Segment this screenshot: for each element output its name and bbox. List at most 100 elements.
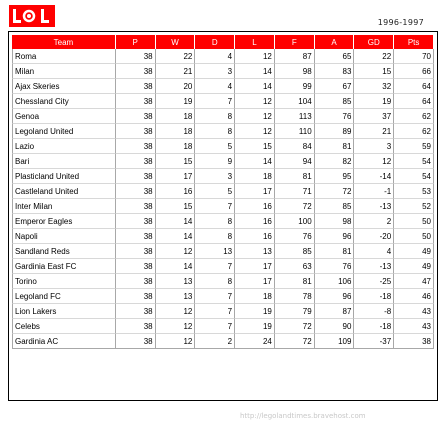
table-row: Emperor Eagles 38 14 8 16 100 98 2 50: [12, 214, 434, 229]
table-row: Roma 38 22 4 12 87 65 22 70: [12, 49, 434, 64]
stat-cell-d: 5: [195, 184, 236, 199]
stat-cell-gd: -14: [354, 169, 395, 184]
stat-cell-f: 100: [274, 214, 315, 229]
stat-cell-l: 12: [235, 94, 275, 109]
page-header: 1996-1997: [0, 0, 448, 40]
stat-cell-w: 12: [155, 319, 196, 334]
table-row: Celebs 38 12 7 19 72 90 -18 43: [12, 319, 434, 334]
stat-cell-l: 12: [235, 49, 275, 64]
team-name: Plasticland United: [12, 169, 116, 184]
stat-cell-gd: 32: [354, 79, 395, 94]
table-row: Torino 38 13 8 17 81 106 -25 47: [12, 274, 434, 289]
table-row: Ajax Skeries 38 20 4 14 99 67 32 64: [12, 79, 434, 94]
stat-cell-gd: -18: [354, 319, 395, 334]
stat-cell-gd: -25: [354, 274, 395, 289]
team-name: Napoli: [12, 229, 116, 244]
stat-cell-pts: 66: [394, 64, 434, 79]
stat-cell-p: 38: [115, 244, 156, 259]
stat-cell-l: 12: [235, 109, 275, 124]
table-row: Castleland United 38 16 5 17 71 72 -1 53: [12, 184, 434, 199]
stat-cell-d: 9: [195, 154, 236, 169]
stat-cell-pts: 46: [394, 289, 434, 304]
stat-cell-f: 72: [274, 334, 315, 349]
column-header-l: L: [235, 35, 275, 49]
stat-cell-w: 21: [155, 64, 196, 79]
stat-cell-a: 85: [314, 199, 355, 214]
stat-cell-l: 24: [235, 334, 275, 349]
stat-cell-w: 13: [155, 274, 196, 289]
stat-cell-a: 89: [314, 124, 355, 139]
stat-cell-l: 17: [235, 259, 275, 274]
stat-cell-d: 3: [195, 64, 236, 79]
column-header-f: F: [274, 35, 315, 49]
team-name: Ajax Skeries: [12, 79, 116, 94]
stat-cell-a: 85: [314, 94, 355, 109]
stat-cell-f: 72: [274, 199, 315, 214]
table-row: Sandland Reds 38 12 13 13 85 81 4 49: [12, 244, 434, 259]
season-label: 1996-1997: [377, 18, 424, 27]
stat-cell-pts: 50: [394, 214, 434, 229]
stat-cell-f: 110: [274, 124, 315, 139]
stat-cell-w: 16: [155, 184, 196, 199]
team-name: Legoland United: [12, 124, 116, 139]
team-name: Castleland United: [12, 184, 116, 199]
team-name: Gardinia East FC: [12, 259, 116, 274]
stat-cell-f: 94: [274, 154, 315, 169]
stat-cell-l: 18: [235, 169, 275, 184]
stat-cell-p: 38: [115, 229, 156, 244]
stat-cell-p: 38: [115, 94, 156, 109]
stat-cell-a: 72: [314, 184, 355, 199]
stat-cell-gd: 3: [354, 139, 395, 154]
stat-cell-p: 38: [115, 139, 156, 154]
stat-cell-d: 2: [195, 334, 236, 349]
table-row: Legoland FC 38 13 7 18 78 96 -18 46: [12, 289, 434, 304]
column-header-pts: Pts: [394, 35, 434, 49]
stat-cell-l: 13: [235, 244, 275, 259]
stat-cell-p: 38: [115, 289, 156, 304]
stat-cell-l: 19: [235, 304, 275, 319]
team-name: Emperor Eagles: [12, 214, 116, 229]
stat-cell-f: 78: [274, 289, 315, 304]
stat-cell-a: 81: [314, 139, 355, 154]
stat-cell-p: 38: [115, 184, 156, 199]
stat-cell-f: 84: [274, 139, 315, 154]
table-row: Gardinia AC 38 12 2 24 72 109 -37 38: [12, 334, 434, 349]
stat-cell-d: 7: [195, 94, 236, 109]
stat-cell-gd: 12: [354, 154, 395, 169]
team-name: Lazio: [12, 139, 116, 154]
team-name: Legoland FC: [12, 289, 116, 304]
team-name: Lion Lakers: [12, 304, 116, 319]
stat-cell-pts: 59: [394, 139, 434, 154]
stat-cell-p: 38: [115, 79, 156, 94]
team-name: Bari: [12, 154, 116, 169]
stat-cell-f: 71: [274, 184, 315, 199]
stat-cell-d: 7: [195, 319, 236, 334]
stat-cell-gd: -18: [354, 289, 395, 304]
table-row: Genoa 38 18 8 12 113 76 37 62: [12, 109, 434, 124]
stat-cell-p: 38: [115, 274, 156, 289]
stat-cell-f: 79: [274, 304, 315, 319]
stat-cell-a: 76: [314, 259, 355, 274]
stat-cell-a: 76: [314, 109, 355, 124]
stat-cell-a: 96: [314, 229, 355, 244]
stat-cell-p: 38: [115, 304, 156, 319]
stat-cell-d: 7: [195, 289, 236, 304]
stat-cell-gd: -37: [354, 334, 395, 349]
legoland-logo-icon: [9, 5, 55, 27]
stat-cell-a: 67: [314, 79, 355, 94]
stat-cell-p: 38: [115, 334, 156, 349]
stat-cell-pts: 43: [394, 319, 434, 334]
stat-cell-d: 8: [195, 124, 236, 139]
table-header-row: Team P W D L F A GD Pts: [12, 35, 434, 49]
stat-cell-f: 87: [274, 49, 315, 64]
stat-cell-a: 90: [314, 319, 355, 334]
stat-cell-f: 63: [274, 259, 315, 274]
column-header-d: D: [195, 35, 236, 49]
stat-cell-d: 7: [195, 259, 236, 274]
stat-cell-p: 38: [115, 169, 156, 184]
standings-table: Team P W D L F A GD Pts Roma 38 22 4 12 87 65 22 70 Milan…: [12, 35, 434, 349]
stat-cell-d: 8: [195, 214, 236, 229]
column-header-a: A: [314, 35, 355, 49]
stat-cell-a: 82: [314, 154, 355, 169]
stat-cell-w: 12: [155, 334, 196, 349]
